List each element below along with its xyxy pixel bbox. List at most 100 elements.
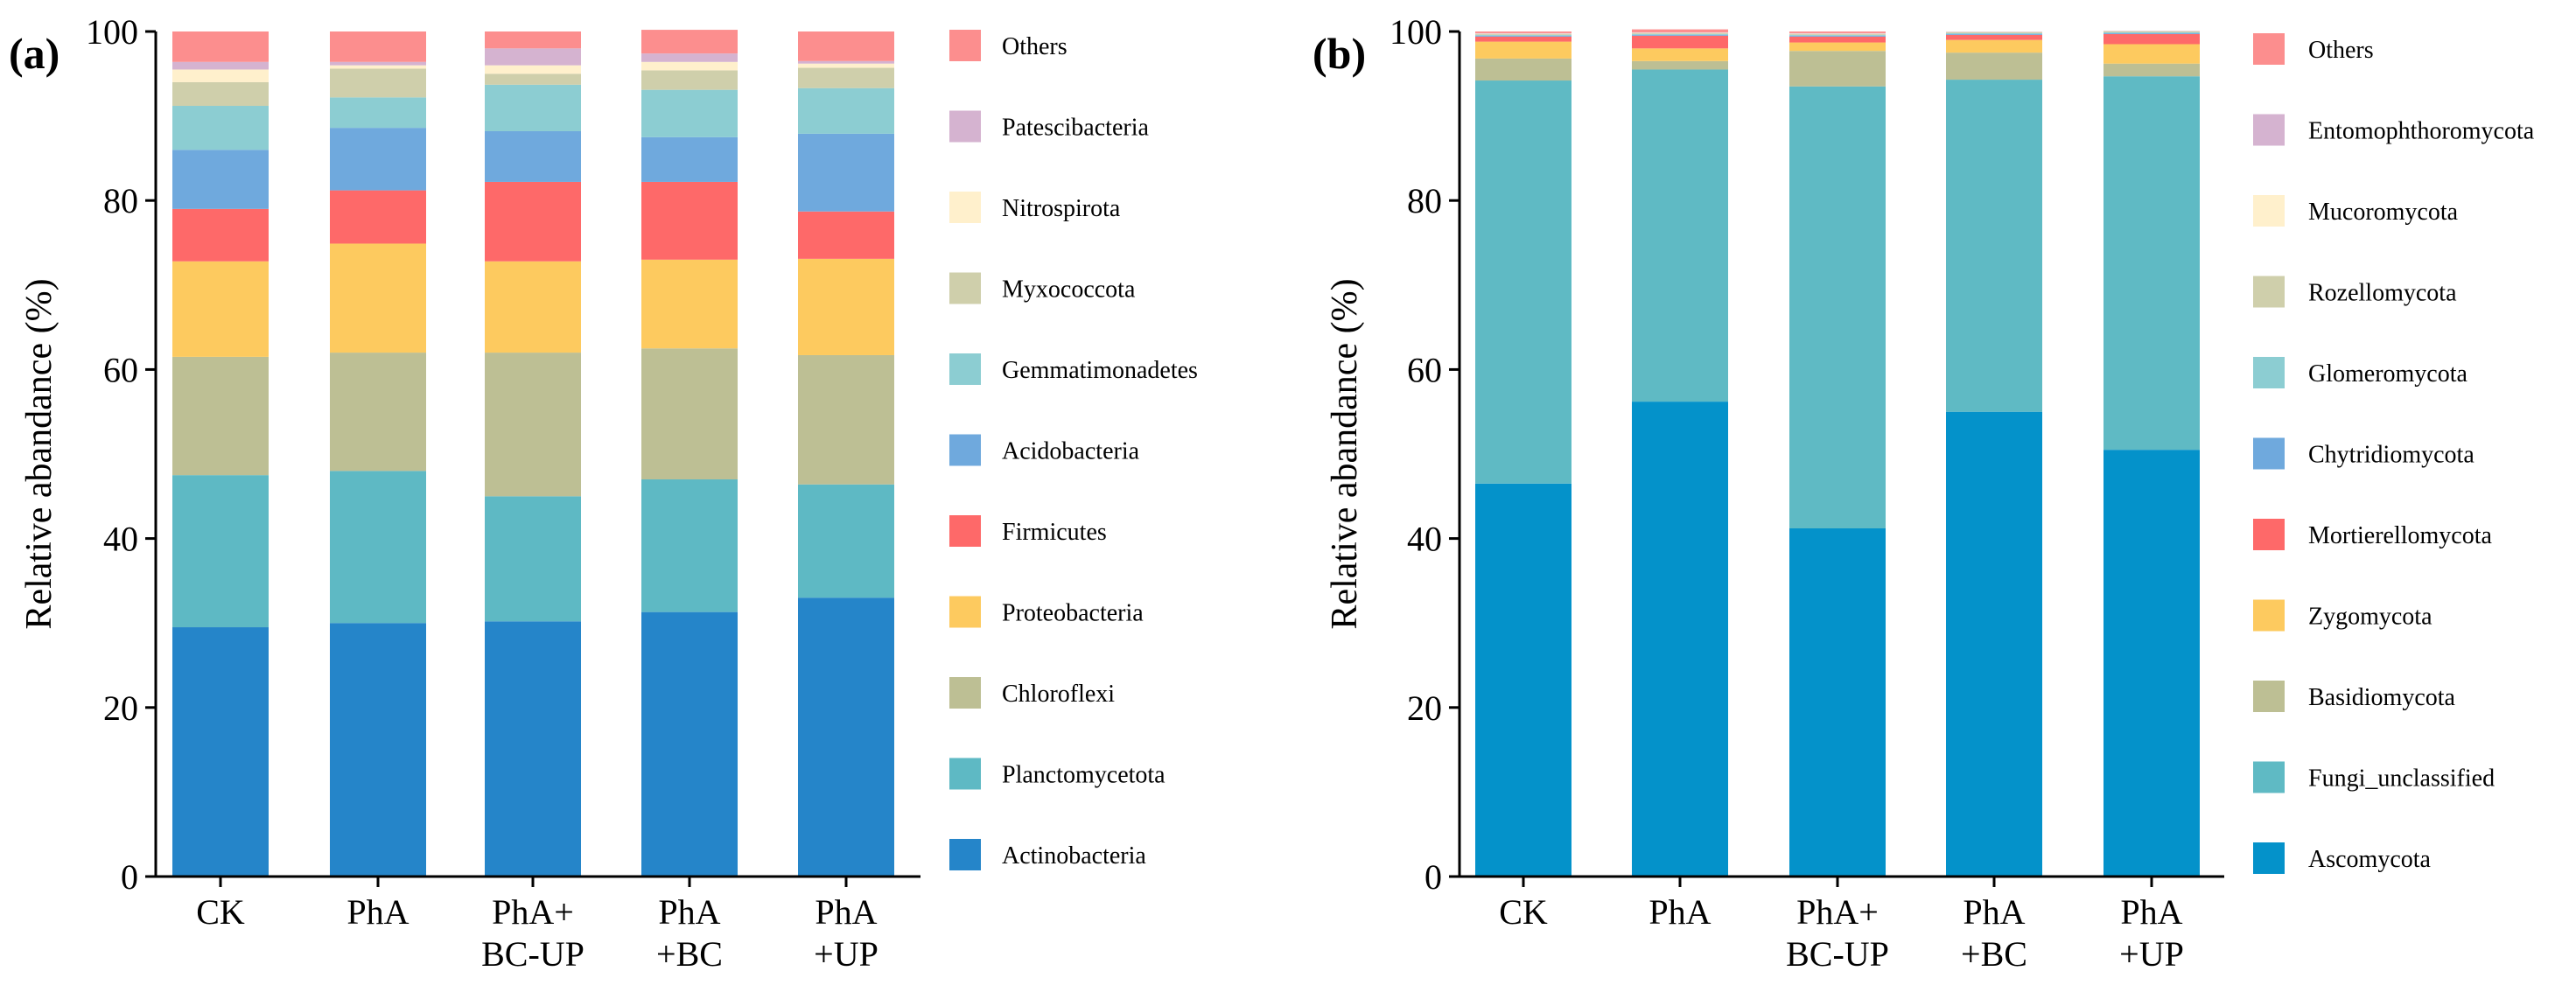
bar-segment-others-0 (172, 31, 269, 62)
bar-segment-others-0 (1475, 31, 1572, 33)
bar-segment-glomeromycota-3 (1946, 32, 2042, 34)
bar-segment-myxococcota-1 (330, 68, 426, 98)
bar-segment-fungi-unclassified-3 (1946, 80, 2042, 412)
legend-label: Actinobacteria (1002, 842, 1146, 870)
legend-swatch (949, 596, 981, 628)
legend-label: Chloroflexi (1002, 681, 1115, 708)
legend-swatch (949, 272, 981, 304)
bar-segment-patescibacteria-1 (330, 61, 426, 66)
y-tick-label: 40 (103, 520, 138, 559)
bar-segment-rozellomycota-0 (1475, 33, 1572, 35)
legend-swatch (2253, 842, 2285, 874)
x-tick-label: PhA +BC (656, 892, 723, 974)
bar-segment-nitrospirota-2 (485, 65, 581, 74)
legend-label: Zygomycota (2308, 604, 2432, 631)
x-tick-label: PhA +UP (2119, 892, 2184, 974)
y-tick-label: 60 (1407, 350, 1442, 389)
bar-segment-chloroflexi-3 (641, 348, 738, 479)
bar-segment-fungi-unclassified-4 (2104, 76, 2200, 451)
legend-swatch (2253, 33, 2285, 65)
legend-label: Patescibacteria (1002, 115, 1149, 142)
legend-swatch (2253, 761, 2285, 793)
bar-segment-ascomycota-4 (2104, 450, 2200, 877)
y-tick-label: 0 (121, 857, 138, 897)
bar-segment-myxococcota-4 (798, 67, 894, 88)
legend-label: Proteobacteria (1002, 600, 1144, 627)
bar-segment-zygomycota-0 (1475, 41, 1572, 59)
bar-segment-ascomycota-3 (1946, 411, 2042, 877)
x-tick-label: PhA (346, 892, 409, 932)
legend-swatch (2253, 276, 2285, 308)
legend-swatch (949, 30, 981, 61)
legend-swatch (2253, 519, 2285, 550)
legend-swatch (949, 677, 981, 709)
bar-segment-nitrospirota-4 (798, 63, 894, 68)
bar-segment-gemmatimonadetes-2 (485, 84, 581, 131)
bar-segment-actinobacteria-2 (485, 621, 581, 877)
panel-label: (b) (1312, 29, 1366, 78)
bar-segment-myxococcota-0 (172, 81, 269, 107)
bar-segment-basidiomycota-3 (1946, 52, 2042, 80)
legend-label: Basidiomycota (2308, 684, 2456, 711)
legend-swatch (949, 515, 981, 547)
bar-segment-ascomycota-1 (1632, 402, 1728, 877)
bar-segment-rozellomycota-2 (1789, 33, 1886, 35)
bar-segment-glomeromycota-1 (1632, 33, 1728, 35)
bar-segment-glomeromycota-2 (1789, 34, 1886, 36)
bar-segment-others-2 (1789, 31, 1886, 33)
bar-segment-others-2 (485, 31, 581, 49)
bar-segment-planctomycetota-1 (330, 471, 426, 624)
bar-segment-glomeromycota-4 (2104, 31, 2200, 33)
legend-swatch (949, 839, 981, 870)
legend-label: Others (2308, 37, 2374, 64)
legend-swatch (949, 110, 981, 143)
bar-segment-acidobacteria-4 (798, 133, 894, 212)
bar-segment-chloroflexi-2 (485, 353, 581, 497)
bar-segment-fungi-unclassified-1 (1632, 69, 1728, 402)
x-tick-label: PhA+ BC-UP (1786, 892, 1889, 974)
legend-label: Ascomycota (2308, 846, 2432, 873)
bar-segment-zygomycota-3 (1946, 39, 2042, 53)
bar-segment-firmicutes-2 (485, 181, 581, 262)
x-tick-label: CK (196, 892, 245, 932)
panel-label: (a) (9, 29, 60, 78)
legend-label: Rozellomycota (2308, 280, 2457, 307)
bar-segment-chloroflexi-4 (798, 354, 894, 485)
legend-label: Mucoromycota (2308, 199, 2459, 226)
y-tick-label: 40 (1407, 520, 1442, 559)
bar-segment-glomeromycota-0 (1475, 34, 1572, 36)
bar-segment-proteobacteria-2 (485, 261, 581, 353)
bar-segment-nitrospirota-0 (172, 69, 269, 82)
bar-segment-patescibacteria-3 (641, 53, 738, 62)
bar-segment-actinobacteria-3 (641, 611, 738, 877)
bar-segment-proteobacteria-1 (330, 243, 426, 353)
panel-a: 0 20 40 60 80 100 CK PhA PhA+ BC-UP PhA +BC PhA +UP Re… (9, 12, 1198, 974)
bar-segment-actinobacteria-1 (330, 623, 426, 877)
y-tick-label: 0 (1424, 857, 1442, 897)
y-axis-title: Relative abandance (%) (1325, 278, 1365, 629)
bar-segment-acidobacteria-1 (330, 128, 426, 191)
legend-label: Fungi_unclassified (2308, 765, 2495, 793)
bar-segment-others-1 (330, 31, 426, 62)
bar-segment-nitrospirota-3 (641, 61, 738, 71)
bar-segment-zygomycota-4 (2104, 44, 2200, 64)
bar-segment-nitrospirota-1 (330, 65, 426, 69)
bar-segment-zygomycota-2 (1789, 42, 1886, 52)
bar-segment-gemmatimonadetes-0 (172, 106, 269, 150)
legend-label: Entomophthoromycota (2308, 118, 2535, 145)
bar-segment-actinobacteria-0 (172, 627, 269, 877)
bar-segment-gemmatimonadetes-4 (798, 87, 894, 134)
bar-segment-chytridiomycota-0 (1475, 35, 1572, 37)
y-tick-label: 100 (1390, 12, 1442, 52)
bar-segment-chloroflexi-0 (172, 356, 269, 476)
bar-segment-planctomycetota-0 (172, 475, 269, 628)
legend-swatch (949, 353, 981, 385)
bar-segment-ascomycota-0 (1475, 483, 1572, 877)
bar-segment-chytridiomycota-1 (1632, 34, 1728, 36)
bar-segment-ascomycota-2 (1789, 528, 1886, 877)
bar-segment-chytridiomycota-4 (2104, 32, 2200, 34)
bar-segment-zygomycota-1 (1632, 48, 1728, 61)
legend-label: Gemmatimonadetes (1002, 357, 1198, 384)
bar-segment-gemmatimonadetes-1 (330, 97, 426, 129)
bar-segment-others-1 (1632, 29, 1728, 32)
